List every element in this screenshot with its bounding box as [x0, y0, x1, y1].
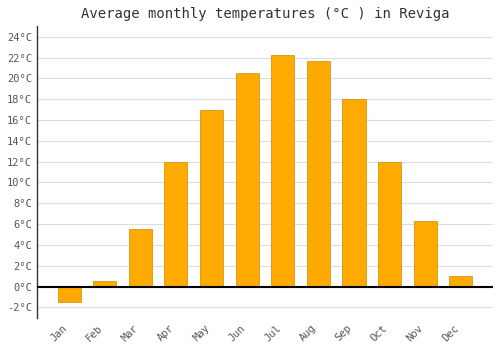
Title: Average monthly temperatures (°C ) in Reviga: Average monthly temperatures (°C ) in Re… [80, 7, 449, 21]
Bar [164, 162, 188, 287]
Bar [307, 61, 330, 287]
Bar [128, 229, 152, 287]
Bar [378, 162, 401, 287]
Bar [342, 99, 365, 287]
Bar [414, 221, 436, 287]
Bar [200, 110, 223, 287]
Bar [58, 287, 80, 302]
Bar [271, 55, 294, 287]
Bar [449, 276, 472, 287]
Bar [236, 73, 258, 287]
Bar [93, 281, 116, 287]
